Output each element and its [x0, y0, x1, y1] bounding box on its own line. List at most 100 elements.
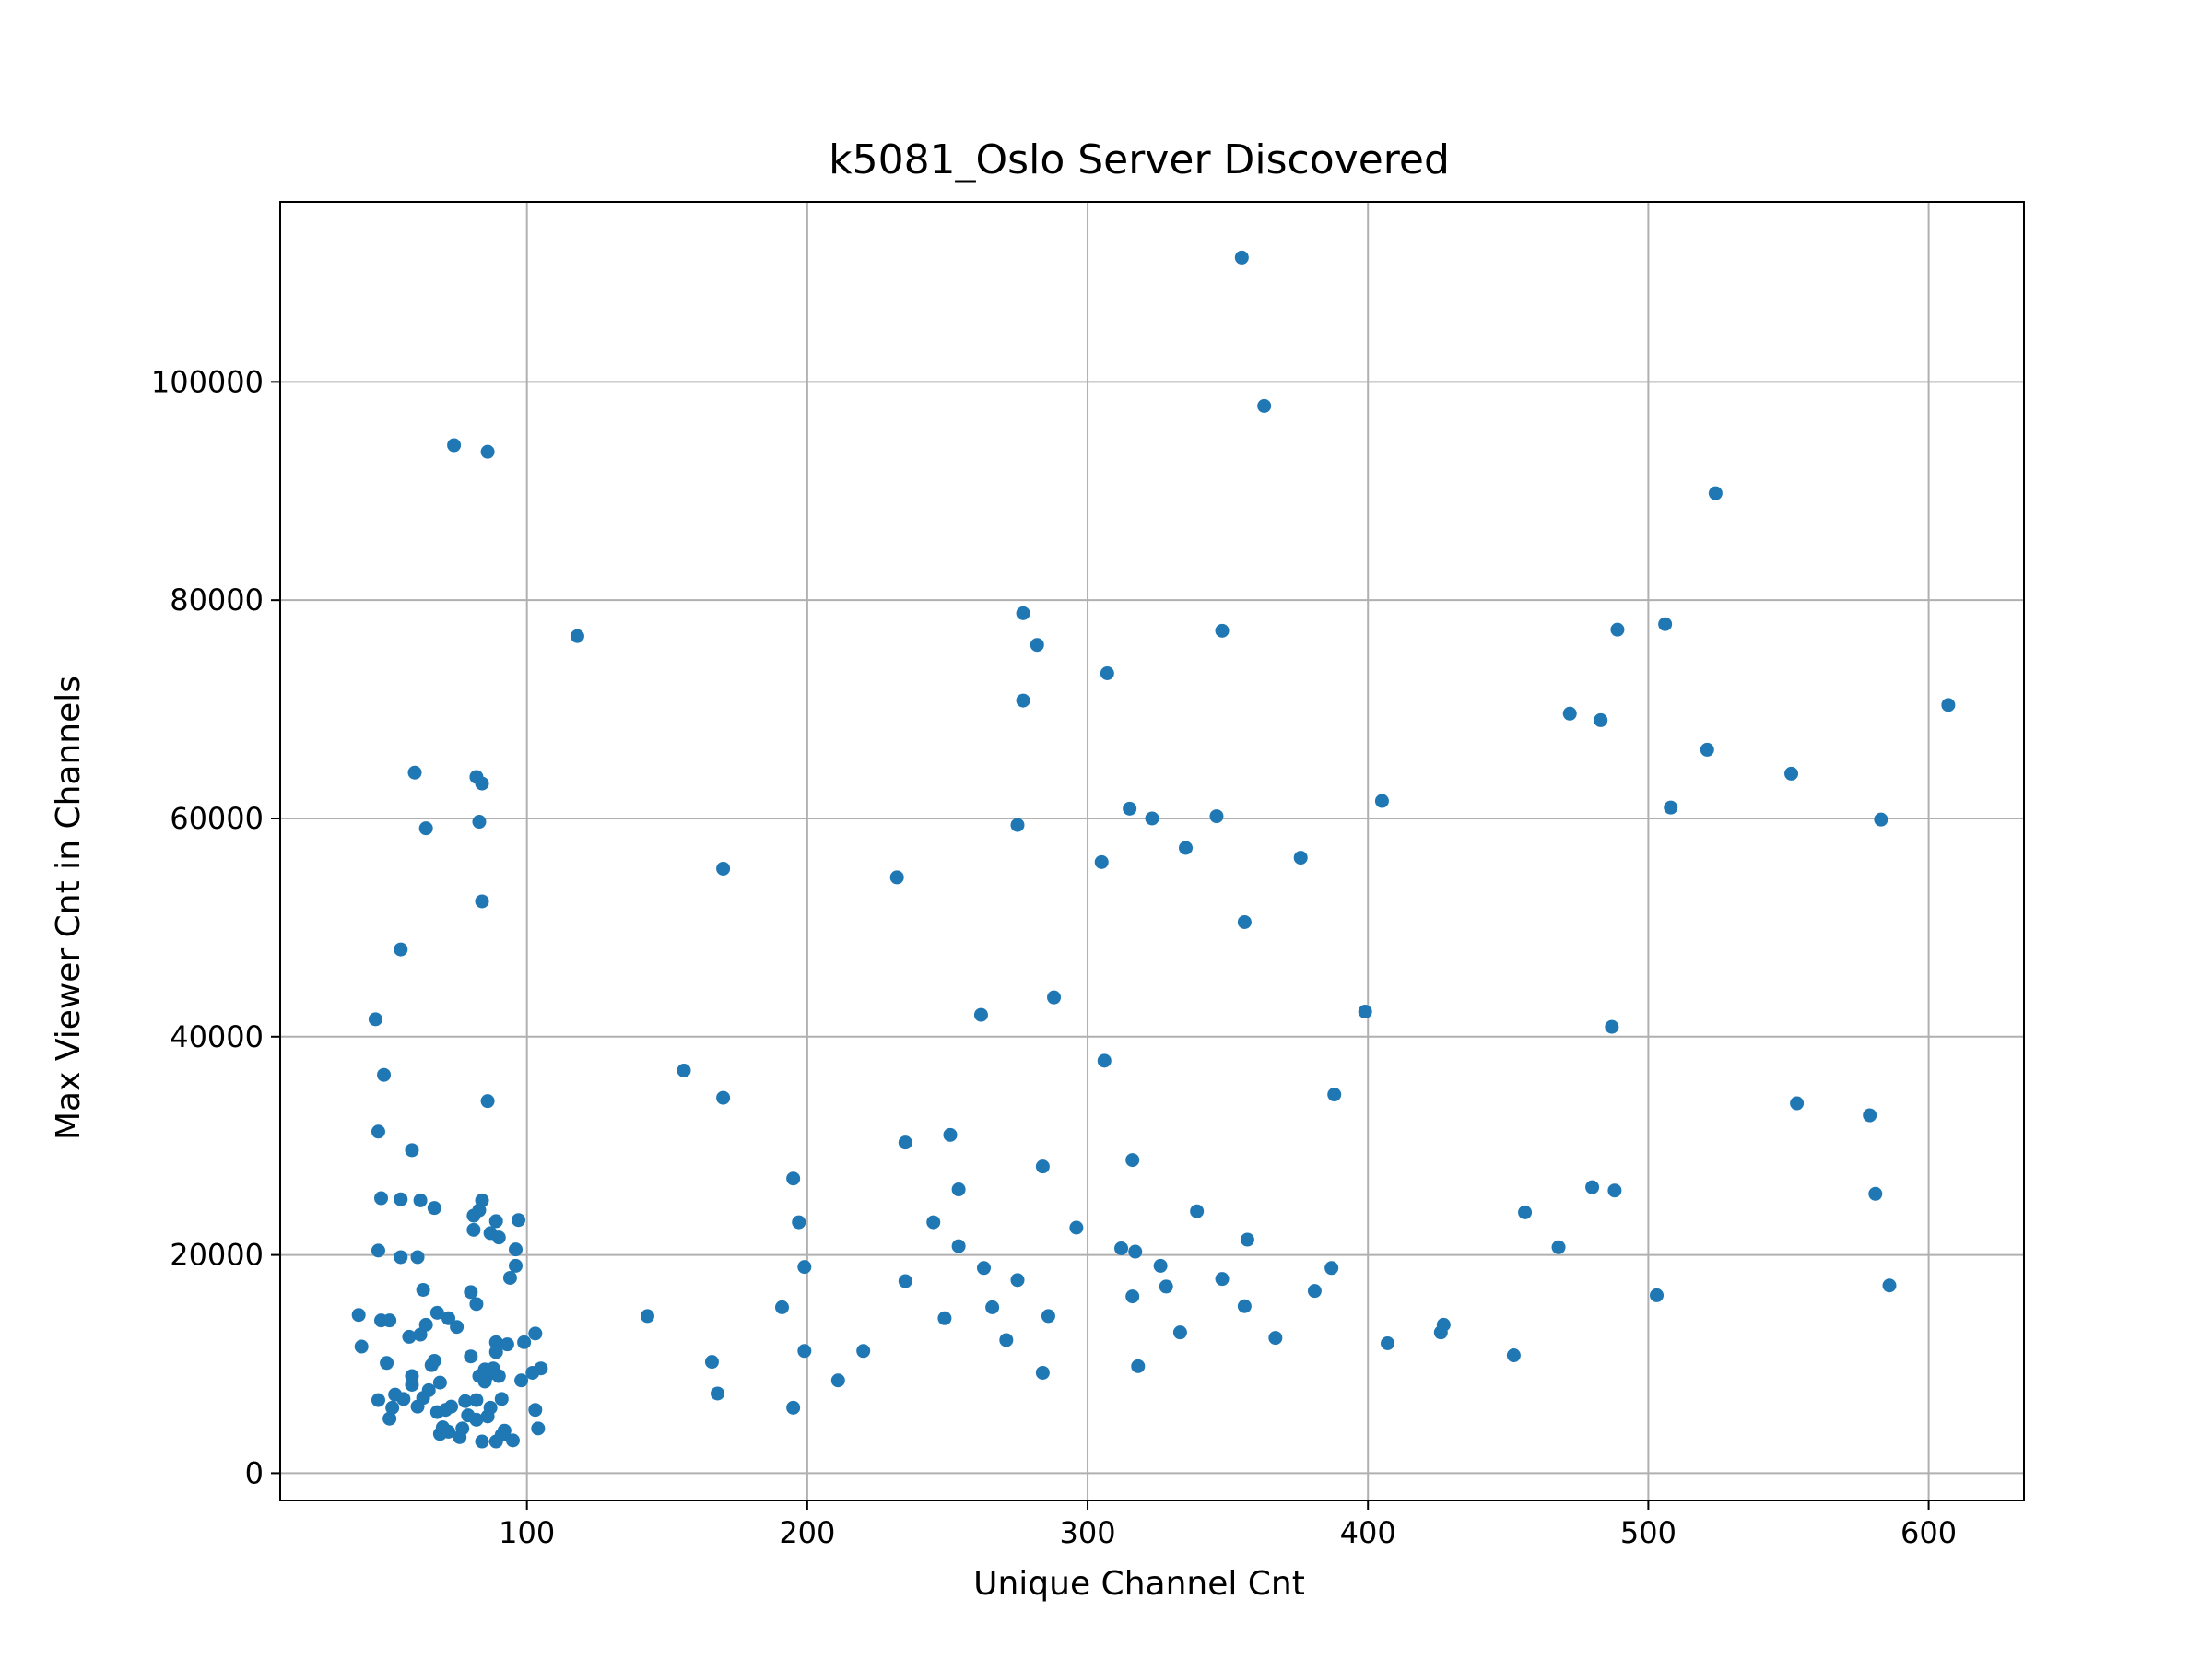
scatter-point: [1179, 841, 1194, 855]
scatter-point: [1010, 818, 1025, 832]
scatter-point: [480, 444, 495, 459]
y-tick-label: 0: [245, 1455, 264, 1490]
scatter-point: [534, 1361, 548, 1376]
scatter-point: [505, 1433, 520, 1448]
scatter-point: [427, 1201, 441, 1216]
scatter-point: [469, 1412, 484, 1427]
scatter-point: [371, 1124, 385, 1139]
scatter-point: [405, 1143, 419, 1158]
scatter-point: [441, 1424, 456, 1439]
scatter-point: [704, 1355, 719, 1370]
scatter-point: [1240, 1232, 1254, 1247]
scatter-point: [475, 776, 489, 791]
scatter-point: [410, 1250, 425, 1265]
scatter-point: [509, 1258, 524, 1273]
scatter-point: [1882, 1278, 1897, 1293]
scatter-point: [1658, 617, 1673, 631]
scatter-point: [514, 1373, 529, 1388]
scatter-point: [1128, 1244, 1143, 1259]
scatter-point: [396, 1392, 411, 1406]
x-tick-label: 200: [779, 1515, 835, 1550]
data-points: [351, 250, 1956, 1449]
scatter-point: [786, 1171, 801, 1186]
scatter-point: [432, 1375, 447, 1390]
scatter-point: [1594, 712, 1608, 727]
scatter-point: [464, 1349, 478, 1364]
scatter-point: [502, 1270, 517, 1285]
scatter-point: [1585, 1180, 1600, 1194]
y-tick-label: 60000: [170, 801, 264, 836]
x-tick-label: 600: [1900, 1515, 1957, 1550]
scatter-point: [1215, 1272, 1230, 1287]
x-tick-label: 400: [1340, 1515, 1396, 1550]
scatter-point: [469, 1297, 484, 1312]
scatter-point: [985, 1300, 1000, 1314]
scatter-point: [469, 1393, 484, 1407]
scatter-point: [475, 1193, 489, 1207]
scatter-point: [1123, 801, 1137, 816]
scatter-point: [377, 1067, 392, 1082]
scatter-point: [488, 1345, 503, 1359]
scatter-point: [976, 1261, 991, 1276]
scatter-point: [1708, 486, 1723, 500]
scatter-point: [1324, 1261, 1339, 1276]
scatter-point: [528, 1326, 543, 1341]
scatter-point: [458, 1394, 473, 1408]
scatter-point: [497, 1423, 512, 1438]
scatter-point: [427, 1353, 441, 1368]
scatter-point: [797, 1344, 812, 1359]
scatter-point: [792, 1215, 806, 1230]
scatter-point: [1125, 1153, 1140, 1168]
scatter-point: [429, 1305, 444, 1320]
scatter-point: [1100, 666, 1114, 681]
scatter-point: [1784, 766, 1799, 781]
scatter-point: [1700, 742, 1714, 757]
scatter-point: [416, 1282, 430, 1297]
scatter-point: [1293, 851, 1308, 865]
scatter-point: [413, 1193, 428, 1207]
scatter-point: [1159, 1279, 1173, 1294]
scatter-point: [1506, 1348, 1521, 1363]
scatter-point: [444, 1399, 459, 1414]
scatter-point: [394, 1192, 408, 1206]
scatter-point: [380, 1356, 394, 1371]
scatter-point: [385, 1400, 400, 1415]
scatter-point: [394, 942, 408, 957]
scatter-point: [1234, 250, 1249, 265]
scatter-point: [405, 1377, 419, 1392]
scatter-point: [926, 1215, 941, 1230]
scatter-point: [716, 861, 731, 876]
scatter-point: [1209, 809, 1224, 824]
scatter-point: [951, 1239, 966, 1253]
scatter-point: [472, 815, 487, 830]
plot-frame: [279, 201, 2025, 1501]
scatter-point: [382, 1411, 397, 1426]
scatter-point: [491, 1369, 506, 1383]
scatter-point: [491, 1230, 506, 1245]
scatter-point: [1874, 812, 1888, 827]
scatter-point: [1030, 638, 1044, 653]
scatter-point: [1041, 1309, 1055, 1324]
scatter-point: [711, 1386, 725, 1401]
scatter-point: [466, 1222, 481, 1237]
scatter-point: [716, 1090, 731, 1105]
y-tick-label: 20000: [170, 1238, 264, 1273]
scatter-point: [1153, 1258, 1168, 1273]
scatter-point: [371, 1243, 385, 1258]
scatter-point: [1237, 1299, 1252, 1313]
scatter-point: [512, 1213, 526, 1228]
y-tick-label: 40000: [170, 1019, 264, 1054]
scatter-point: [1562, 706, 1577, 721]
scatter-point: [531, 1421, 546, 1436]
scatter-point: [447, 438, 462, 453]
scatter-point: [1094, 854, 1109, 869]
scatter-point: [898, 1135, 912, 1150]
scatter-point: [488, 1335, 503, 1349]
scatter-point: [1131, 1359, 1146, 1373]
scatter-point: [1551, 1240, 1566, 1254]
y-tick-label: 80000: [170, 582, 264, 618]
x-tick-label: 300: [1059, 1515, 1115, 1550]
scatter-point: [786, 1400, 801, 1415]
scatter-point: [1145, 811, 1159, 826]
scatter-point: [382, 1313, 397, 1328]
